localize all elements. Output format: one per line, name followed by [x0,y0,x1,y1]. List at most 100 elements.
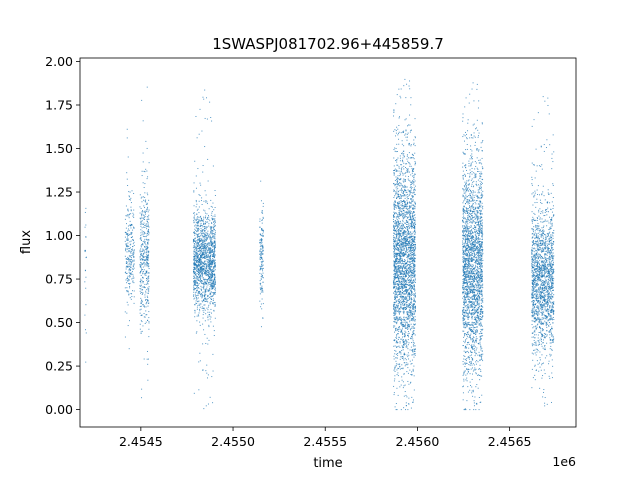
data-point [393,318,395,320]
data-point [393,130,395,132]
data-point [405,262,407,264]
data-point [404,259,406,261]
data-point [394,236,396,238]
data-point [261,251,263,253]
data-point [413,297,415,299]
data-point [197,244,199,246]
data-point [411,199,413,201]
data-point [208,269,210,271]
data-point [413,294,415,296]
data-point [203,248,205,250]
data-point [213,278,215,280]
data-point [206,298,208,300]
data-point [194,310,196,312]
data-point [413,176,415,178]
data-point [207,315,209,317]
data-point [403,307,405,309]
data-point [398,318,400,320]
data-point [259,241,261,243]
data-point [262,216,264,218]
data-point [212,243,214,245]
data-point [141,259,143,261]
data-point [401,307,403,309]
data-point [213,244,215,246]
data-point [402,270,404,272]
data-point [412,218,414,220]
data-point [207,245,209,247]
data-point [140,302,142,304]
data-point [261,228,263,230]
data-point [210,269,212,271]
data-point [398,179,400,181]
data-point [129,283,131,285]
data-point [394,331,396,333]
data-point [126,265,128,267]
data-point [214,221,216,223]
data-point [397,214,399,216]
data-point [148,322,150,324]
data-point [211,218,213,220]
data-point [414,293,416,295]
data-point [393,326,395,328]
data-point [84,226,86,228]
data-point [408,124,410,126]
data-point [147,299,149,301]
data-point [397,227,399,229]
data-point [397,221,399,223]
data-point [142,243,144,245]
data-point [404,265,406,267]
data-point [406,328,408,330]
data-point [406,344,408,346]
data-point [193,263,195,265]
data-point [208,208,210,210]
data-point [197,276,199,278]
data-point [213,221,215,223]
data-point [406,233,408,235]
data-point [393,216,395,218]
data-point [198,287,200,289]
data-point [399,215,401,217]
data-point [403,226,405,228]
data-point [396,177,398,179]
data-point [403,217,405,219]
data-point [200,271,202,273]
data-point [398,271,400,273]
data-point [408,179,410,181]
data-point [410,256,412,258]
data-point [400,201,402,203]
data-point [195,268,197,270]
data-point [193,240,195,242]
data-point [207,317,209,319]
data-point [207,297,209,299]
data-point [401,301,403,303]
data-point [411,220,413,222]
data-point [128,259,130,261]
data-point [204,256,206,258]
data-point [130,233,132,235]
data-point [405,287,407,289]
data-point [408,255,410,257]
data-point [199,194,201,196]
data-point [410,255,412,257]
data-point [401,243,403,245]
data-point [401,235,403,237]
data-point [396,170,398,172]
data-point [402,334,404,335]
data-point [411,260,413,262]
data-point [145,236,147,238]
data-point [396,266,398,268]
data-point [395,272,397,274]
data-point [393,197,395,199]
data-point [413,348,415,350]
data-point [195,254,197,256]
data-point [392,281,394,283]
data-point [128,271,130,273]
data-point [402,192,404,194]
data-point [260,306,262,308]
data-point [407,240,409,242]
data-point [207,237,209,239]
data-point [212,286,213,288]
data-point [396,221,398,223]
data-point [395,322,397,324]
data-point [203,252,205,254]
